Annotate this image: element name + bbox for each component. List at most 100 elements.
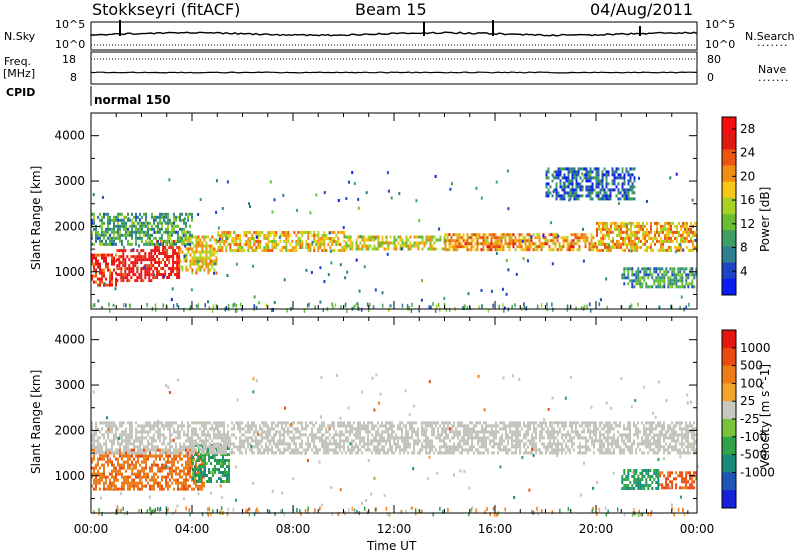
- data-cell: [101, 256, 103, 260]
- data-cell: [444, 245, 447, 249]
- data-cell: [473, 445, 475, 449]
- data-cell: [339, 231, 342, 234]
- data-cell: [125, 460, 127, 464]
- data-cell: [179, 433, 181, 437]
- data-cell: [343, 249, 346, 252]
- data-cell: [153, 436, 155, 440]
- data-cell: [121, 475, 123, 479]
- data-cell: [490, 245, 493, 249]
- data-cell: [577, 185, 580, 189]
- data-cell: [317, 249, 320, 252]
- data-cell: [405, 241, 408, 245]
- data-cell: [154, 246, 157, 249]
- data-cell: [201, 421, 203, 425]
- data-cell: [670, 236, 672, 240]
- data-cell: [119, 436, 121, 440]
- data-cell: [450, 245, 453, 249]
- data-cell: [451, 436, 453, 440]
- data-cell: [224, 480, 226, 483]
- data-cell: [205, 424, 207, 428]
- data-cell: [169, 454, 171, 458]
- data-cell: [192, 474, 194, 477]
- data-cell: [433, 421, 435, 425]
- near-range-echo: [322, 308, 324, 313]
- data-cell: [123, 463, 125, 467]
- data-cell: [257, 439, 259, 443]
- data-cell: [179, 215, 181, 219]
- data-cell: [627, 273, 630, 277]
- data-cell: [205, 439, 207, 443]
- data-cell: [154, 258, 157, 261]
- data-cell: [487, 448, 489, 452]
- data-cell: [223, 430, 225, 434]
- data-cell: [167, 487, 169, 491]
- data-cell: [497, 445, 499, 449]
- data-cell: [287, 240, 290, 243]
- data-cell: [191, 212, 193, 216]
- data-cell: [610, 248, 612, 252]
- data-cell: [167, 239, 169, 243]
- data-cell: [133, 215, 135, 219]
- data-cell: [153, 218, 155, 222]
- data-cell: [339, 439, 341, 443]
- data-cell: [613, 188, 616, 192]
- data-cell: [111, 283, 113, 287]
- data-cell: [606, 248, 608, 252]
- data-cell: [95, 256, 97, 260]
- data-cell: [215, 241, 218, 245]
- data-cell: [145, 233, 147, 237]
- data-cell: [165, 239, 167, 243]
- data-cell: [179, 457, 181, 461]
- data-cell: [646, 230, 648, 234]
- data-cell: [271, 448, 273, 452]
- data-cell: [213, 268, 216, 272]
- data-cell: [142, 279, 145, 283]
- data-cell: [176, 270, 179, 273]
- data-cell: [515, 433, 517, 437]
- data-cell: [137, 436, 139, 440]
- data-cell: [172, 270, 175, 273]
- data-cell: [620, 233, 622, 237]
- data-cell: [636, 224, 638, 228]
- data-cell: [579, 194, 582, 198]
- sparse-echo: [386, 252, 389, 256]
- data-cell: [391, 433, 393, 437]
- sparse-echo: [463, 304, 466, 308]
- data-cell: [642, 224, 644, 228]
- data-cell: [157, 448, 159, 452]
- data-cell: [267, 246, 270, 249]
- data-cell: [129, 451, 131, 455]
- data-cell: [109, 218, 111, 222]
- data-cell: [654, 242, 656, 246]
- data-cell: [467, 436, 469, 440]
- sparse-echo: [389, 304, 392, 308]
- data-cell: [95, 463, 97, 467]
- data-cell: [111, 256, 113, 260]
- sparse-echo: [557, 234, 560, 238]
- data-cell: [429, 241, 432, 245]
- data-cell: [431, 445, 433, 449]
- data-cell: [107, 433, 109, 437]
- data-cell: [367, 235, 370, 239]
- data-cell: [507, 424, 509, 428]
- data-cell: [142, 258, 145, 262]
- data-cell: [225, 451, 227, 455]
- data-cell: [123, 445, 125, 449]
- data-cell: [571, 182, 574, 186]
- near-range-echo: [125, 303, 127, 308]
- data-cell: [333, 436, 335, 440]
- data-cell: [361, 235, 364, 239]
- data-cell: [161, 424, 163, 428]
- data-cell: [567, 194, 570, 198]
- data-cell: [119, 451, 121, 455]
- data-cell: [604, 245, 606, 249]
- data-cell: [137, 448, 139, 452]
- data-cell: [247, 421, 249, 425]
- data-cell: [249, 246, 252, 249]
- data-cell: [99, 475, 101, 479]
- data-cell: [646, 245, 648, 249]
- data-cell: [389, 427, 391, 431]
- data-cell: [217, 427, 219, 431]
- data-cell: [323, 237, 326, 240]
- data-cell: [185, 253, 188, 257]
